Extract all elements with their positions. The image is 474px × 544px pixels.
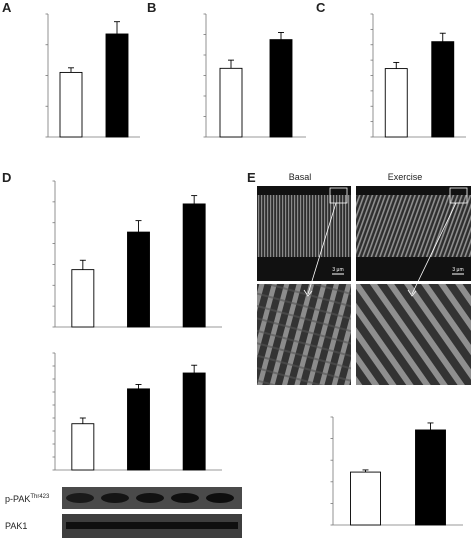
blot-ppak-lane-5 — [206, 493, 234, 503]
micrograph-basal-roi — [329, 187, 348, 204]
blot-ppak-lane-2 — [101, 493, 129, 503]
bar-d1-3 — [182, 203, 206, 328]
micrograph-exercise-zoom — [356, 284, 471, 385]
panel-label-c: C — [316, 0, 326, 15]
bar-a-1 — [59, 71, 83, 138]
scale-bar-label-basal: 3 μm — [332, 267, 343, 273]
blot-pak1-strip — [66, 522, 238, 529]
bar-d2-3 — [182, 372, 206, 471]
chart-d-rac1 — [52, 180, 222, 328]
western-blot: p-PAKThr423 PAK1 — [5, 487, 242, 538]
bar-e-2 — [415, 429, 446, 526]
chart-e-fwhm — [330, 416, 463, 526]
scale-bar-label-exercise: 3 μm — [452, 267, 463, 273]
micrograph-exercise-roi — [449, 187, 468, 204]
panel-label-e: E — [247, 170, 256, 185]
blot-label-pak1: PAK1 — [5, 521, 27, 531]
panel-label-d: D — [2, 170, 11, 185]
blot-ppak-lane-1 — [66, 493, 94, 503]
zoom-arrow-basal — [307, 202, 337, 295]
bar-d1-2 — [127, 231, 150, 328]
bar-b-2 — [269, 39, 293, 138]
bar-d2-2 — [127, 388, 150, 471]
blot-label-ppak: p-PAKThr423 — [5, 494, 50, 504]
zoom-arrowhead-exercise — [407, 289, 417, 297]
panel-label-a: A — [2, 0, 12, 15]
micrograph-title-basal: Basal — [289, 172, 312, 182]
bar-d1-1 — [71, 269, 95, 328]
panel-label-b: B — [147, 0, 156, 15]
chart-a — [45, 13, 140, 138]
chart-b — [203, 13, 306, 138]
bar-a-2 — [105, 33, 129, 138]
micrograph-exercise-fiber — [356, 195, 471, 257]
bar-e-1 — [350, 471, 381, 526]
bar-c-1 — [384, 68, 408, 138]
chart-d-ppak — [52, 352, 222, 471]
blot-ppak-lane-3 — [136, 493, 164, 503]
zoom-arrow-exercise — [411, 202, 457, 295]
bar-d2-1 — [71, 423, 95, 471]
micrograph-title-exercise: Exercise — [388, 172, 423, 182]
bar-c-2 — [431, 41, 455, 138]
micrograph-panel: Basal Exercise 3 μm 3 μm — [257, 172, 471, 385]
micrograph-basal-zoom — [257, 284, 351, 385]
blot-ppak-lane-4 — [171, 493, 199, 503]
chart-c — [370, 13, 466, 138]
zoom-arrowhead-basal — [303, 289, 313, 297]
micrograph-basal-fiber — [257, 195, 351, 257]
bar-b-1 — [219, 67, 243, 138]
